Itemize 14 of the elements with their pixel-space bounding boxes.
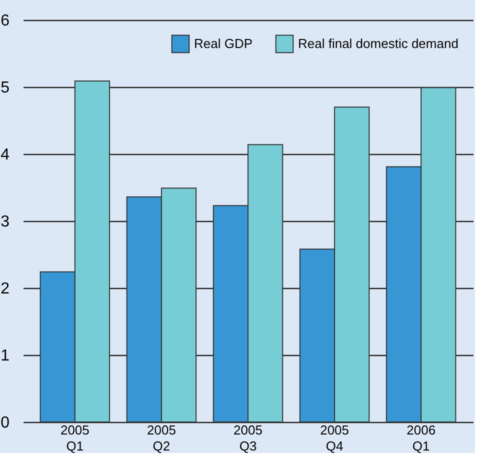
x-tick-label: 2005 Q3 xyxy=(234,422,262,454)
x-tick-label: 2005 Q2 xyxy=(147,422,176,454)
y-tick-label: 5 xyxy=(0,80,10,96)
y-tick-label: 4 xyxy=(0,146,10,164)
y-tick-label: 2 xyxy=(0,280,10,298)
x-tick-label: 2005 Q4 xyxy=(320,422,349,454)
y-tick-label: 1 xyxy=(0,348,10,364)
legend-label: Real final domestic demand xyxy=(298,36,458,51)
y-tick-label: 3 xyxy=(0,214,10,230)
y-tick-label: 6 xyxy=(0,12,10,30)
legend-label: Real GDP xyxy=(194,36,253,51)
x-tick-label: 2006 Q1 xyxy=(406,422,436,454)
x-tick-label: 2005 Q1 xyxy=(60,422,90,454)
y-tick-label: 0 xyxy=(0,414,10,432)
